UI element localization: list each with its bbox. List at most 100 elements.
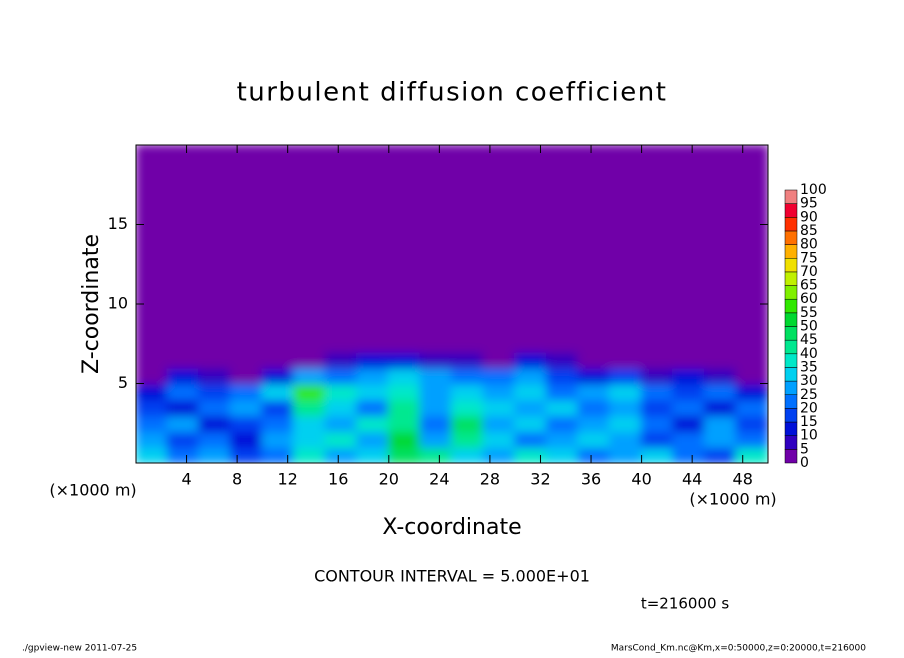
heatmap-cell [735,382,768,401]
heatmap-cell [482,382,517,401]
heatmap-cell [387,382,422,401]
x-tick-label: 44 [682,470,702,489]
heatmap-cell [198,446,232,463]
heatmap-cell [735,398,768,417]
x-tick-label: 20 [379,470,399,489]
heatmap-cell [198,350,232,369]
heatmap-cell [482,366,517,385]
colorbar-swatch [784,298,798,314]
heatmap-cell [293,398,327,417]
heatmap-cell [387,446,422,463]
heatmap-cell [419,430,453,449]
heatmap-cell [356,382,390,401]
heatmap-cell [609,398,643,417]
heatmap-cell [261,398,295,417]
x-tick-label: 16 [328,470,348,489]
heatmap-cell [451,366,485,385]
colorbar-swatch [784,449,798,464]
heatmap-cell [387,145,422,353]
colorbar-label: 60 [800,291,818,307]
heatmap-cell [198,414,232,433]
heatmap-cell [514,430,548,449]
contour-note: CONTOUR INTERVAL = 5.000E+01 [314,567,590,586]
heatmap-cell [136,430,169,449]
x-tick-label: 40 [631,470,651,489]
colorbar-label: 0 [800,455,809,471]
heatmap-cell [640,446,675,463]
heatmap-cell [577,145,611,353]
heatmap-cell [324,145,359,353]
heatmap-cell [166,350,201,369]
heatmap-cell [514,398,548,417]
heatmap-cell [640,145,675,353]
heatmap-cell [324,414,359,433]
heatmap-cell [356,398,390,417]
heatmap-cell [703,446,738,463]
heatmap-cell [324,446,359,463]
heatmap-cell [545,446,580,463]
heatmap-cell [166,398,201,417]
colorbar-swatch [784,421,798,436]
heatmap-cell [735,446,768,463]
heatmap-cell [324,430,359,449]
heatmap-cell [356,366,390,385]
heatmap-cell [356,414,390,433]
heatmap-cell [419,446,453,463]
heatmap-cell [136,414,169,433]
heatmap-cell [514,145,548,353]
heatmap-cell [451,350,485,369]
x-unit-label: (×1000 m) [49,481,136,500]
heatmap-cell [136,366,169,385]
heatmap-cell [640,382,675,401]
heatmap-cell [735,350,768,369]
chart-title: turbulent diffusion coefficient [237,78,668,108]
heatmap-cell [545,430,580,449]
colorbar-label: 10 [800,428,818,444]
footer-left: ./gpview-new 2011-07-25 [22,644,137,654]
heatmap-cell [229,414,264,433]
heatmap-cell [293,366,327,385]
heatmap-cell [293,350,327,369]
colorbar-swatch [784,367,798,382]
colorbar-label: 25 [800,387,818,403]
heatmap-cell [229,446,264,463]
heatmap-cell [261,446,295,463]
heatmap-cell [609,446,643,463]
heatmap-cell [198,366,232,385]
heatmap-cell [703,145,738,353]
heatmap-cell [514,446,548,463]
heatmap-cell [229,350,264,369]
heatmap-cell [451,446,485,463]
time-note: t=216000 s [641,595,729,613]
heatmap-cell [229,382,264,401]
heatmap-cell [324,398,359,417]
y-tick-label: 5 [118,373,128,392]
heatmap-cell [387,398,422,417]
colorbar-swatch [784,217,798,232]
heatmap-cell [166,446,201,463]
x-tick-label: 8 [232,470,242,489]
heatmap-cell [293,414,327,433]
heatmap-cell [166,366,201,385]
heatmap-cell [609,350,643,369]
colorbar-swatch [784,353,798,368]
colorbar-swatch [784,203,798,218]
y-tick-label: 10 [108,294,128,313]
heatmap-cell [166,414,201,433]
heatmap-cell [735,430,768,449]
heatmap-cell [136,145,169,353]
x-unit-label: (×1000 m) [689,490,776,509]
heatmap-cell [293,446,327,463]
heatmap-cell [387,414,422,433]
heatmap-cell [514,366,548,385]
colorbar-swatch [784,408,798,423]
heatmap-cell [356,446,390,463]
footer-right: MarsCond_Km.nc@Km,x=0:50000,z=0:20000,t=… [611,644,866,654]
heatmap-cell [451,414,485,433]
colorbar-swatch [784,380,798,396]
x-tick-label: 28 [480,470,500,489]
heatmap-cell [672,382,706,401]
heatmap-cell [609,382,643,401]
heatmap-cell [482,145,517,353]
heatmap-cell [735,414,768,433]
